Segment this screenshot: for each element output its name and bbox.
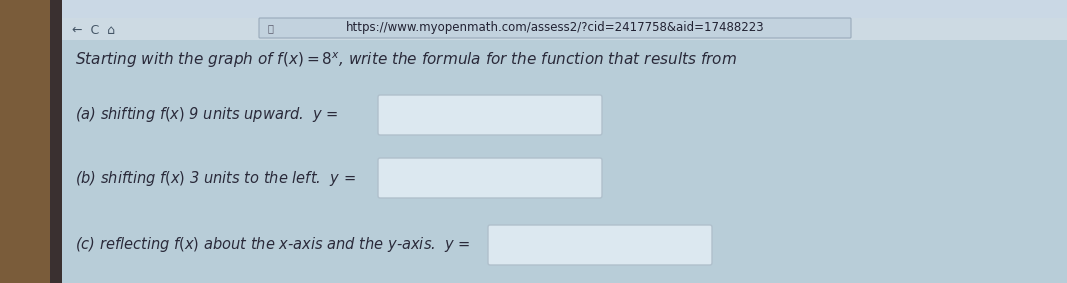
Text: ⚿: ⚿ — [268, 23, 274, 33]
Bar — [50, 0, 62, 283]
Text: (a) shifting $f(x)$ 9 units upward.  $y$ =: (a) shifting $f(x)$ 9 units upward. $y$ … — [75, 106, 338, 125]
Text: (c) reflecting $f(x)$ about the x-axis and the y-axis.  $y$ =: (c) reflecting $f(x)$ about the x-axis a… — [75, 235, 471, 254]
FancyBboxPatch shape — [488, 225, 712, 265]
Bar — [0, 0, 50, 283]
Text: Starting with the graph of $f(x) = 8^x$, write the formula for the function that: Starting with the graph of $f(x) = 8^x$,… — [75, 50, 737, 70]
Text: https://www.myopenmath.com/assess2/?cid=2417758&aid=17488223: https://www.myopenmath.com/assess2/?cid=… — [346, 22, 764, 35]
Bar — [62, 0, 1067, 18]
FancyBboxPatch shape — [259, 18, 851, 38]
Bar — [62, 40, 1067, 283]
FancyBboxPatch shape — [378, 158, 602, 198]
Text: ←  C  ⌂: ← C ⌂ — [71, 25, 115, 38]
Text: (b) shifting $f(x)$ 3 units to the left.  $y$ =: (b) shifting $f(x)$ 3 units to the left.… — [75, 168, 355, 188]
FancyBboxPatch shape — [378, 95, 602, 135]
Bar — [62, 0, 1067, 40]
